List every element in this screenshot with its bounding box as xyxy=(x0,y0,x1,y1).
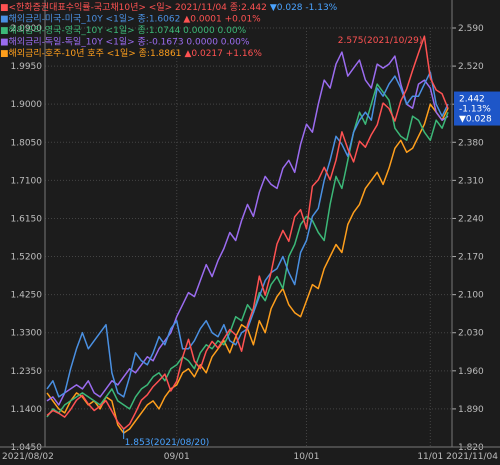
right-tick-label: 2.240 xyxy=(458,214,484,224)
left-tick-label: 2.0900 xyxy=(11,24,43,34)
right-tick-label: 2.170 xyxy=(458,253,484,263)
last-value-pct: -1.13% xyxy=(459,105,491,115)
legend-label: <한화증권대표수익률-국고채10년> <일> 2021/11/04 종:2.44… xyxy=(9,1,267,13)
legend-marker: ■ xyxy=(0,26,9,36)
legend-item: ■해외금리-미국-미국_10Y <1일> 종:1.6062 ▲0.0001 +0.… xyxy=(0,13,261,25)
last-value-change: ▼0.028 xyxy=(459,115,492,125)
right-tick-label: 2.310 xyxy=(458,176,484,186)
legend-item: ■해외금리-독일-독일_10Y <1일> 종:-0.1673 0.0000 0.… xyxy=(0,36,250,48)
legend-text: ■해외금리-영국-영국_10Y <1일> 종:1.0744 0.0000 0.0… xyxy=(0,24,247,36)
right-tick-label: 2.380 xyxy=(458,138,484,148)
x-tick-label: 09/01 xyxy=(164,452,190,462)
legend-label: 해외금리-독일-독일_10Y <1일> 종:-0.1673 0.0000 0.0… xyxy=(9,36,250,48)
legend-marker: ■ xyxy=(0,49,9,59)
right-tick-label: 1.820 xyxy=(458,443,484,453)
high-annotation-label: 2.575(2021/10/29) xyxy=(338,36,423,46)
last-value-text: 2.442 xyxy=(459,95,485,105)
legend-change: ▲0.0217 +1.16% xyxy=(184,49,262,59)
annotations: 2.575(2021/10/29) 1.853(2021/08/20) xyxy=(123,36,423,448)
series-line-2 xyxy=(46,71,449,398)
left-tick-label: 1.4250 xyxy=(11,291,43,301)
left-tick-label: 1.7100 xyxy=(11,176,43,186)
legend-marker: ■ xyxy=(0,15,9,25)
series-line-4 xyxy=(46,51,449,406)
left-tick-label: 1.1400 xyxy=(11,405,43,415)
x-tick-label: 11/01 xyxy=(417,452,443,462)
right-tick-label: 1.960 xyxy=(458,367,484,377)
left-tick-label: 1.8050 xyxy=(11,138,43,148)
legend-text: ■<한화증권대표수익률-국고채10년> <일> 2021/11/04 종:2.4… xyxy=(0,1,338,13)
legend-label: 해외금리-미국-미국_10Y <1일> 종:1.6062 xyxy=(9,13,181,25)
legend-text: ■해외금리-독일-독일_10Y <1일> 종:-0.1673 0.0000 0.… xyxy=(0,36,250,48)
x-tick-label: 10/01 xyxy=(294,452,320,462)
left-tick-label: 1.0450 xyxy=(11,443,43,453)
left-tick-label: 1.6150 xyxy=(11,214,43,224)
left-tick-label: 1.5200 xyxy=(11,253,43,263)
left-tick-label: 1.9950 xyxy=(11,62,43,72)
x-tick-label: 2021/08/02 xyxy=(2,452,54,462)
legend-change: ▼0.028 -1.13% xyxy=(270,3,338,13)
right-tick-label: 1.890 xyxy=(458,405,484,415)
legend: ■<한화증권대표수익률-국고채10년> <일> 2021/11/04 종:2.4… xyxy=(0,1,338,59)
series-line-1 xyxy=(46,35,449,430)
legend-change: ▲0.0001 +0.01% xyxy=(183,15,261,25)
x-tick-label: 2021/11/04 xyxy=(446,452,498,462)
legend-item: ■<한화증권대표수익률-국고채10년> <일> 2021/11/04 종:2.4… xyxy=(0,1,338,13)
legend-text: ■해외금리-호주-10년 호주 <1일> 종:1.8861 ▲0.0217 +1.… xyxy=(0,47,262,59)
right-tick-label: 2.030 xyxy=(458,329,484,339)
left-tick-label: 1.3300 xyxy=(11,329,43,339)
legend-item: ■해외금리-호주-10년 호주 <1일> 종:1.8861 ▲0.0217 +1.… xyxy=(0,47,262,59)
low-annotation-label: 1.853(2021/08/20) xyxy=(125,438,210,448)
legend-item: ■해외금리-영국-영국_10Y <1일> 종:1.0744 0.0000 0.0… xyxy=(0,24,247,36)
right-tick-label: 2.100 xyxy=(458,291,484,301)
legend-marker: ■ xyxy=(0,38,9,48)
series-line-3 xyxy=(46,83,449,418)
right-tick-label: 2.520 xyxy=(458,62,484,72)
legend-text: ■해외금리-미국-미국_10Y <1일> 종:1.6062 ▲0.0001 +0.… xyxy=(0,13,261,25)
left-tick-label: 1.9000 xyxy=(11,100,43,110)
legend-marker: ■ xyxy=(0,3,9,13)
left-tick-label: 1.2350 xyxy=(11,367,43,377)
last-value-badge: 2.442-1.13%▼0.028 xyxy=(454,91,500,126)
right-tick-label: 2.590 xyxy=(458,24,484,34)
legend-label: 해외금리-영국-영국_10Y <1일> 종:1.0744 0.0000 0.00… xyxy=(9,24,247,36)
last-value-badge-bg xyxy=(454,91,500,126)
series-group xyxy=(46,35,449,434)
legend-label: 해외금리-호주-10년 호주 <1일> 종:1.8861 xyxy=(9,47,182,59)
